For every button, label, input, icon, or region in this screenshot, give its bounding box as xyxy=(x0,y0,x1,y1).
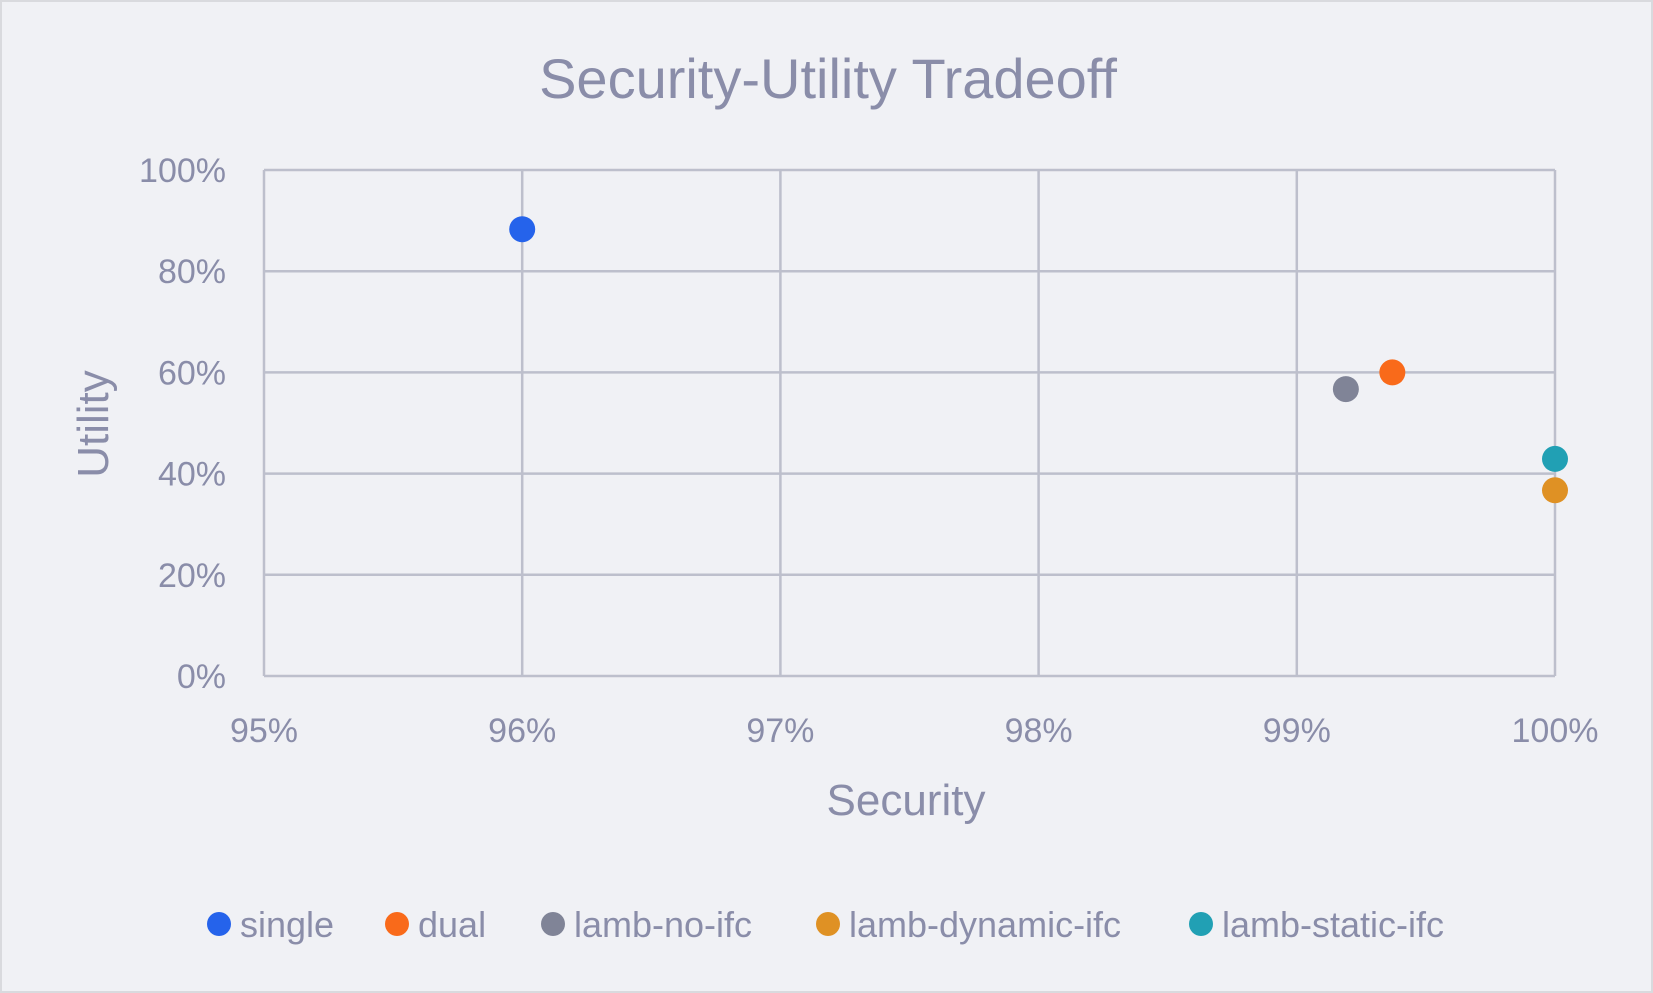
y-tick-label: 60% xyxy=(158,354,226,392)
legend-marker-lamb-static-ifc xyxy=(1189,912,1213,936)
legend-label-lamb-dynamic-ifc: lamb-dynamic-ifc xyxy=(849,904,1121,945)
legend-marker-lamb-no-ifc xyxy=(541,912,565,936)
x-tick-label: 95% xyxy=(230,712,298,750)
data-point-single xyxy=(509,216,536,243)
y-tick-label: 40% xyxy=(158,456,226,494)
legend: single dual lamb-no-ifc lamb-dynamic-ifc lam… xyxy=(207,904,1444,945)
legend-marker-dual xyxy=(385,912,409,936)
data-point-lamb-no-ifc xyxy=(1332,376,1359,403)
data-point-lamb-static-ifc xyxy=(1542,445,1568,472)
y-axis-ticks: 0% 20% 40% 60% 80% 100% xyxy=(139,152,226,696)
y-tick-label: 0% xyxy=(177,658,226,696)
legend-label-dual: dual xyxy=(418,904,486,945)
x-axis-title: Security xyxy=(827,776,986,825)
y-tick-label: 100% xyxy=(139,152,226,190)
data-point-dual xyxy=(1379,359,1406,386)
chart-title: Security-Utility Tradeoff xyxy=(539,47,1117,110)
legend-label-lamb-no-ifc: lamb-no-ifc xyxy=(574,904,752,945)
legend-marker-single xyxy=(207,912,231,936)
legend-marker-lamb-dynamic-ifc xyxy=(816,912,840,936)
y-tick-label: 20% xyxy=(158,557,226,595)
gridlines xyxy=(262,168,1557,678)
legend-label-single: single xyxy=(240,904,334,945)
x-tick-label: 97% xyxy=(746,712,814,750)
y-tick-label: 80% xyxy=(158,253,226,291)
x-tick-label: 99% xyxy=(1263,712,1331,750)
x-axis-ticks: 95% 96% 97% 98% 99% 100% xyxy=(230,712,1599,750)
y-axis-title: Utility xyxy=(69,370,118,478)
x-tick-label: 98% xyxy=(1005,712,1073,750)
data-points xyxy=(509,216,1568,504)
x-tick-label: 96% xyxy=(488,712,556,750)
data-point-lamb-dynamic-ifc xyxy=(1542,477,1568,504)
x-tick-label: 100% xyxy=(1512,712,1599,750)
legend-label-lamb-static-ifc: lamb-static-ifc xyxy=(1222,904,1444,945)
